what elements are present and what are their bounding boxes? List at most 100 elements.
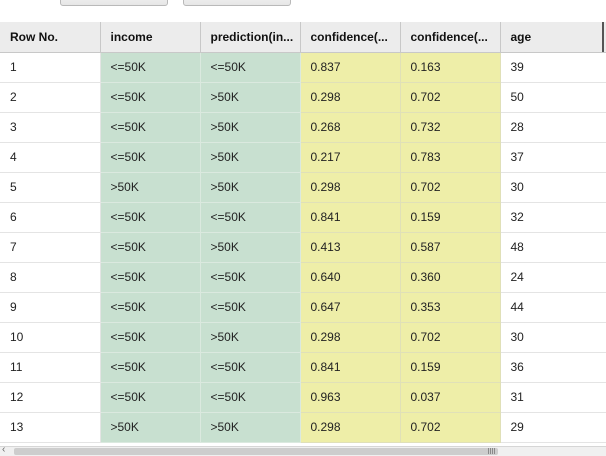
table-body: 1 <=50K <=50K 0.837 0.163 39 2 <=50K >50K 0.298 0.… (0, 52, 606, 443)
cell-id: 8 (0, 262, 101, 293)
cell-label: >50K (100, 172, 201, 203)
cell-prediction: <=50K (200, 382, 301, 413)
cell-id: 12 (0, 382, 101, 413)
table-row[interactable]: 13 >50K >50K 0.298 0.702 29 (0, 412, 606, 443)
cell-id: 9 (0, 292, 101, 323)
column-header-confidence[interactable]: confidence(... (300, 22, 401, 53)
column-header-id[interactable]: Row No. (0, 22, 101, 53)
cell-label: <=50K (100, 112, 201, 143)
cell-confidence: 0.587 (400, 232, 501, 263)
cell-label: <=50K (100, 322, 201, 353)
cell-prediction: <=50K (200, 352, 301, 383)
table-row[interactable]: 7 <=50K >50K 0.413 0.587 48 (0, 232, 606, 263)
table-row[interactable]: 2 <=50K >50K 0.298 0.702 50 (0, 82, 606, 113)
cell-confidence: 0.298 (300, 82, 401, 113)
cell-id: 4 (0, 142, 101, 173)
cell-id: 1 (0, 52, 101, 83)
column-header-prediction[interactable]: prediction(in... (200, 22, 301, 53)
cell-confidence: 0.837 (300, 52, 401, 83)
cell-label: <=50K (100, 382, 201, 413)
toolbar-strip (0, 0, 606, 22)
cell-prediction: >50K (200, 112, 301, 143)
table-row[interactable]: 3 <=50K >50K 0.268 0.732 28 (0, 112, 606, 143)
cell-confidence: 0.298 (300, 322, 401, 353)
toolbar-button-1[interactable] (60, 0, 168, 6)
cell-confidence: 0.159 (400, 352, 501, 383)
cell-attribute: 36 (500, 352, 606, 383)
horizontal-scrollbar[interactable]: ‹ (0, 444, 606, 456)
cell-id: 2 (0, 82, 101, 113)
table-row[interactable]: 8 <=50K <=50K 0.640 0.360 24 (0, 262, 606, 293)
column-resize-handle[interactable] (602, 22, 604, 52)
cell-attribute: 37 (500, 142, 606, 173)
table-row[interactable]: 4 <=50K >50K 0.217 0.783 37 (0, 142, 606, 173)
cell-prediction: >50K (200, 142, 301, 173)
cell-confidence: 0.841 (300, 202, 401, 233)
cell-attribute: 50 (500, 82, 606, 113)
cell-id: 3 (0, 112, 101, 143)
cell-confidence: 0.732 (400, 112, 501, 143)
table-row[interactable]: 10 <=50K >50K 0.298 0.702 30 (0, 322, 606, 353)
cell-label: >50K (100, 412, 201, 443)
cell-label: <=50K (100, 232, 201, 263)
cell-confidence: 0.298 (300, 412, 401, 443)
cell-confidence: 0.702 (400, 322, 501, 353)
cell-prediction: >50K (200, 82, 301, 113)
cell-id: 7 (0, 232, 101, 263)
scrollbar-thumb[interactable] (14, 448, 498, 455)
cell-attribute: 39 (500, 52, 606, 83)
scrollbar-grip-icon (488, 448, 496, 454)
cell-attribute: 24 (500, 262, 606, 293)
cell-confidence: 0.360 (400, 262, 501, 293)
table-row[interactable]: 6 <=50K <=50K 0.841 0.159 32 (0, 202, 606, 233)
cell-confidence: 0.298 (300, 172, 401, 203)
cell-confidence: 0.841 (300, 352, 401, 383)
cell-confidence: 0.647 (300, 292, 401, 323)
cell-attribute: 30 (500, 172, 606, 203)
scroll-left-arrow-icon[interactable]: ‹ (2, 444, 6, 455)
cell-label: <=50K (100, 142, 201, 173)
cell-confidence: 0.217 (300, 142, 401, 173)
toolbar-button-2[interactable] (183, 0, 291, 6)
cell-prediction: <=50K (200, 202, 301, 233)
cell-confidence: 0.640 (300, 262, 401, 293)
column-header-attribute[interactable]: age (500, 22, 606, 53)
cell-prediction: >50K (200, 412, 301, 443)
table-row[interactable]: 1 <=50K <=50K 0.837 0.163 39 (0, 52, 606, 83)
cell-attribute: 32 (500, 202, 606, 233)
cell-id: 13 (0, 412, 101, 443)
cell-confidence: 0.963 (300, 382, 401, 413)
column-header-confidence[interactable]: confidence(... (400, 22, 501, 53)
cell-attribute: 44 (500, 292, 606, 323)
cell-attribute: 29 (500, 412, 606, 443)
cell-confidence: 0.702 (400, 172, 501, 203)
cell-attribute: 48 (500, 232, 606, 263)
data-table: Row No. income prediction(in... confidence(… (0, 22, 606, 443)
cell-label: <=50K (100, 352, 201, 383)
cell-confidence: 0.159 (400, 202, 501, 233)
cell-id: 5 (0, 172, 101, 203)
cell-prediction: >50K (200, 232, 301, 263)
cell-attribute: 31 (500, 382, 606, 413)
cell-prediction: >50K (200, 322, 301, 353)
cell-prediction: >50K (200, 172, 301, 203)
cell-id: 11 (0, 352, 101, 383)
table-row[interactable]: 9 <=50K <=50K 0.647 0.353 44 (0, 292, 606, 323)
cell-confidence: 0.037 (400, 382, 501, 413)
cell-attribute: 30 (500, 322, 606, 353)
table-row[interactable]: 5 >50K >50K 0.298 0.702 30 (0, 172, 606, 203)
table-row[interactable]: 11 <=50K <=50K 0.841 0.159 36 (0, 352, 606, 383)
cell-confidence: 0.702 (400, 82, 501, 113)
column-header-label[interactable]: income (100, 22, 201, 53)
cell-confidence: 0.413 (300, 232, 401, 263)
cell-prediction: <=50K (200, 292, 301, 323)
cell-id: 6 (0, 202, 101, 233)
cell-label: <=50K (100, 82, 201, 113)
cell-confidence: 0.702 (400, 412, 501, 443)
cell-label: <=50K (100, 262, 201, 293)
cell-attribute: 28 (500, 112, 606, 143)
cell-label: <=50K (100, 202, 201, 233)
cell-confidence: 0.353 (400, 292, 501, 323)
cell-label: <=50K (100, 292, 201, 323)
table-row[interactable]: 12 <=50K <=50K 0.963 0.037 31 (0, 382, 606, 413)
